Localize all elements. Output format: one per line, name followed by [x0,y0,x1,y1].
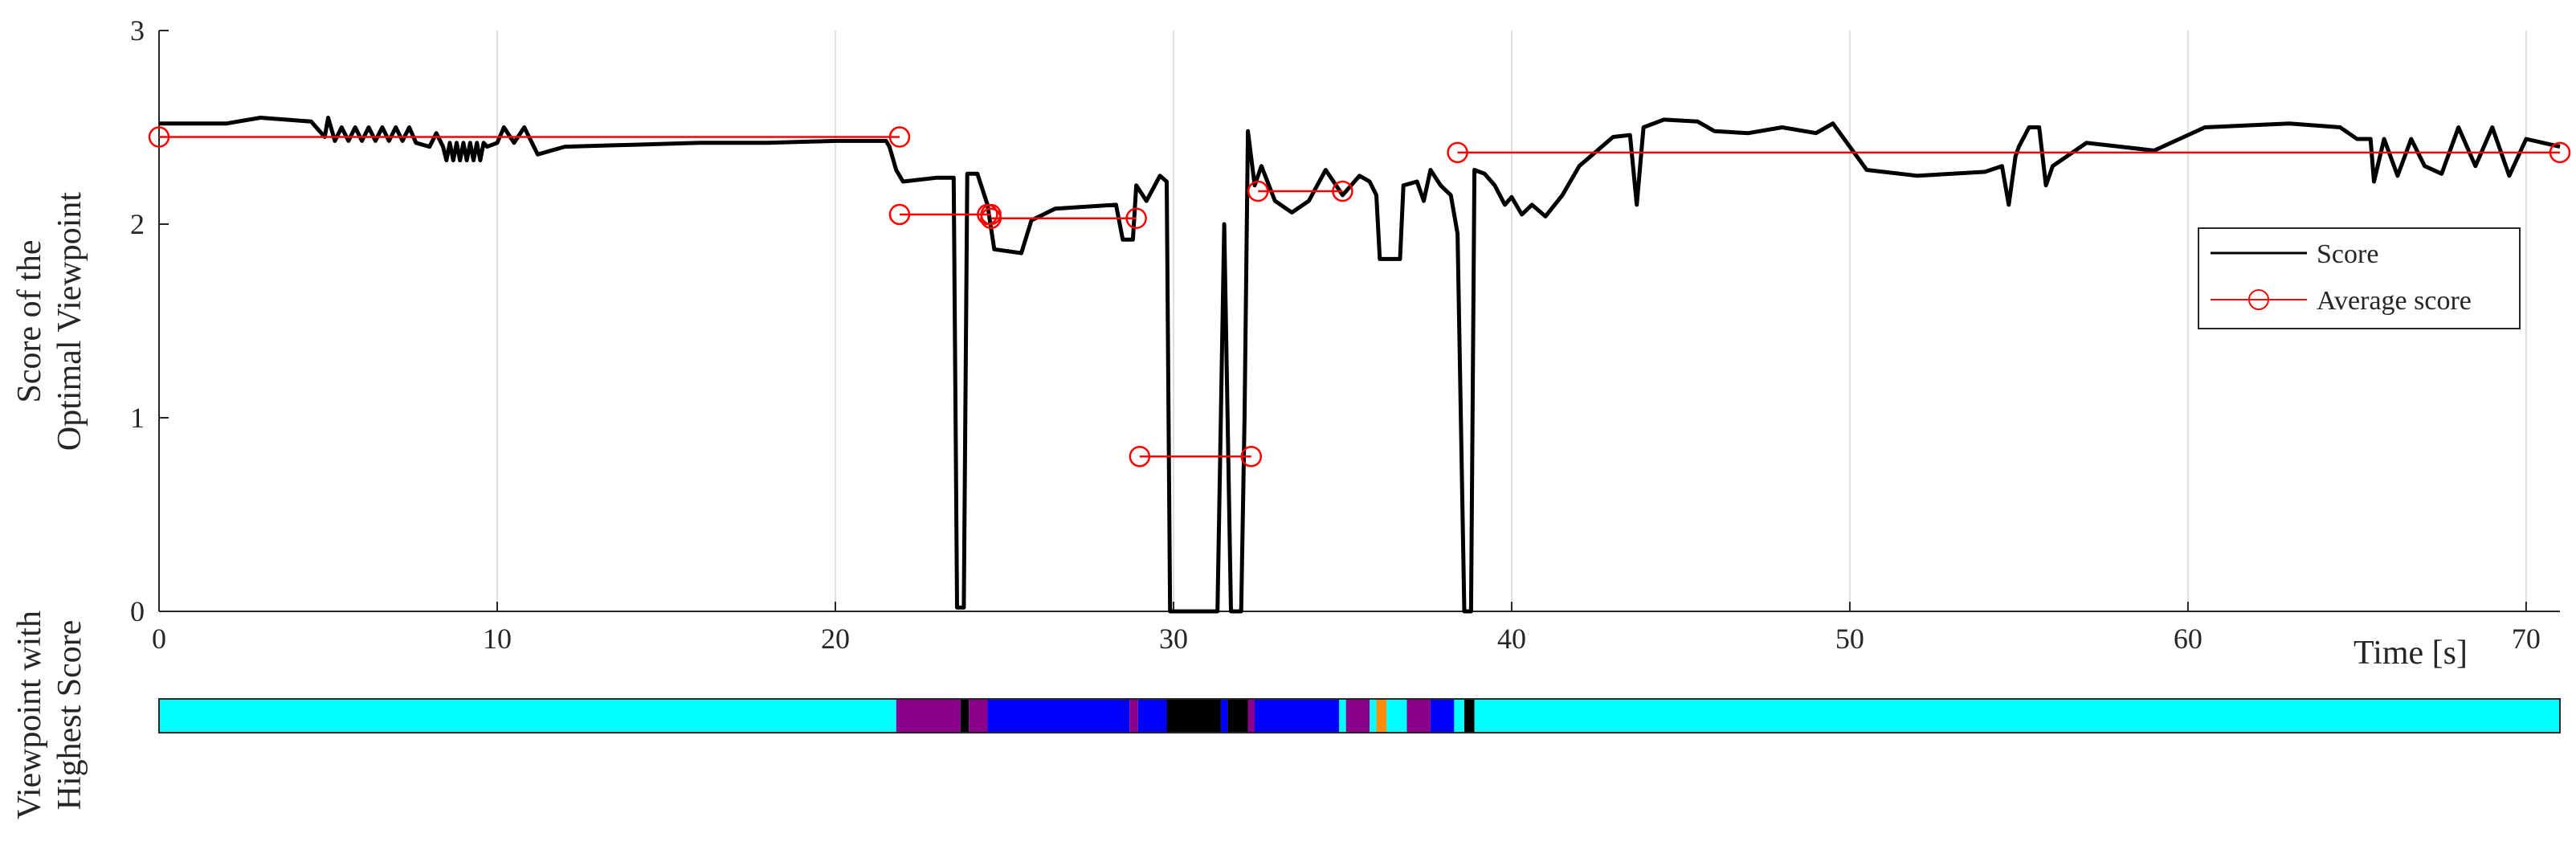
grid-lines [496,31,2527,611]
legend-score-label: Score [2317,239,2378,269]
viewpoint-segment [1370,699,1377,733]
average-marker [1129,445,1151,468]
viewpoint-bar-border [158,698,2561,733]
x-tick-label: 20 [821,623,850,655]
viewpoint-segment [1345,699,1370,733]
x-tick-label: 50 [1835,623,1864,655]
y-tick-label: 2 [130,208,145,240]
viewpoint-segment [1247,699,1255,733]
viewpoint-segment [1376,699,1387,733]
viewpoint-segment [1254,699,1340,733]
viewpoint-segment [1430,699,1455,733]
x-axis-label: Time [s] [2354,635,2468,672]
viewpoint-segment [1386,699,1407,733]
viewpoint-segment [969,699,988,733]
legend-average-marker [2248,289,2269,310]
viewpoint-segment [960,699,970,733]
average-marker [2549,141,2571,164]
viewpoint-segment [1220,699,1228,733]
bar-label-line-2: Highest Score [51,620,88,811]
x-tick-label: 40 [1497,623,1526,655]
average-marker [977,203,998,226]
legend-average-label: Average score [2317,286,2472,316]
viewpoint-segment [1339,699,1346,733]
viewpoint-segment [1227,699,1248,733]
viewpoint-segment [1166,699,1221,733]
x-tick-label: 60 [2174,623,2202,655]
tick-marks [158,30,2527,612]
y-tick-label: 0 [130,595,145,627]
tick-labels: 0 10 20 30 40 50 60 70 0 1 2 3 [130,14,2541,655]
y-tick-label: 1 [130,402,145,434]
viewpoint-segment [1129,699,1138,733]
viewpoint-segment [1137,699,1167,733]
viewpoint-segment [987,699,1130,733]
viewpoint-segment [896,699,961,733]
average-marker [1447,141,1468,164]
x-tick-label: 10 [483,623,512,655]
viewpoint-segment [159,699,896,733]
y-axis-label-line-2: Optimal Viewpoint [51,192,88,451]
viewpoint-bar [158,698,2561,733]
legend-box [2198,227,2521,329]
average-marker [888,126,911,148]
bar-label-line-1: Viewpoint with [11,611,48,819]
average-marker [1125,207,1147,230]
average-marker [888,203,911,226]
y-tick-label: 3 [130,14,145,47]
score-line [159,116,2561,614]
x-tick-label: 70 [2512,623,2541,655]
average-score-series [148,126,2571,468]
x-tick-label: 30 [1159,623,1188,655]
viewpoint-segment [1406,699,1431,733]
y-axis-label-line-1: Score of the [11,240,48,403]
average-marker [1332,180,1353,202]
viewpoint-segment [1464,699,1475,733]
average-marker [1247,180,1269,202]
viewpoint-segment [1474,699,2560,733]
x-tick-label: 0 [152,623,166,655]
average-marker [1240,445,1263,468]
average-marker [980,207,1002,230]
average-marker [148,126,170,148]
legend: Score Average score [2198,227,2521,329]
score-series [159,116,2561,614]
viewpoint-segment [1454,699,1465,733]
